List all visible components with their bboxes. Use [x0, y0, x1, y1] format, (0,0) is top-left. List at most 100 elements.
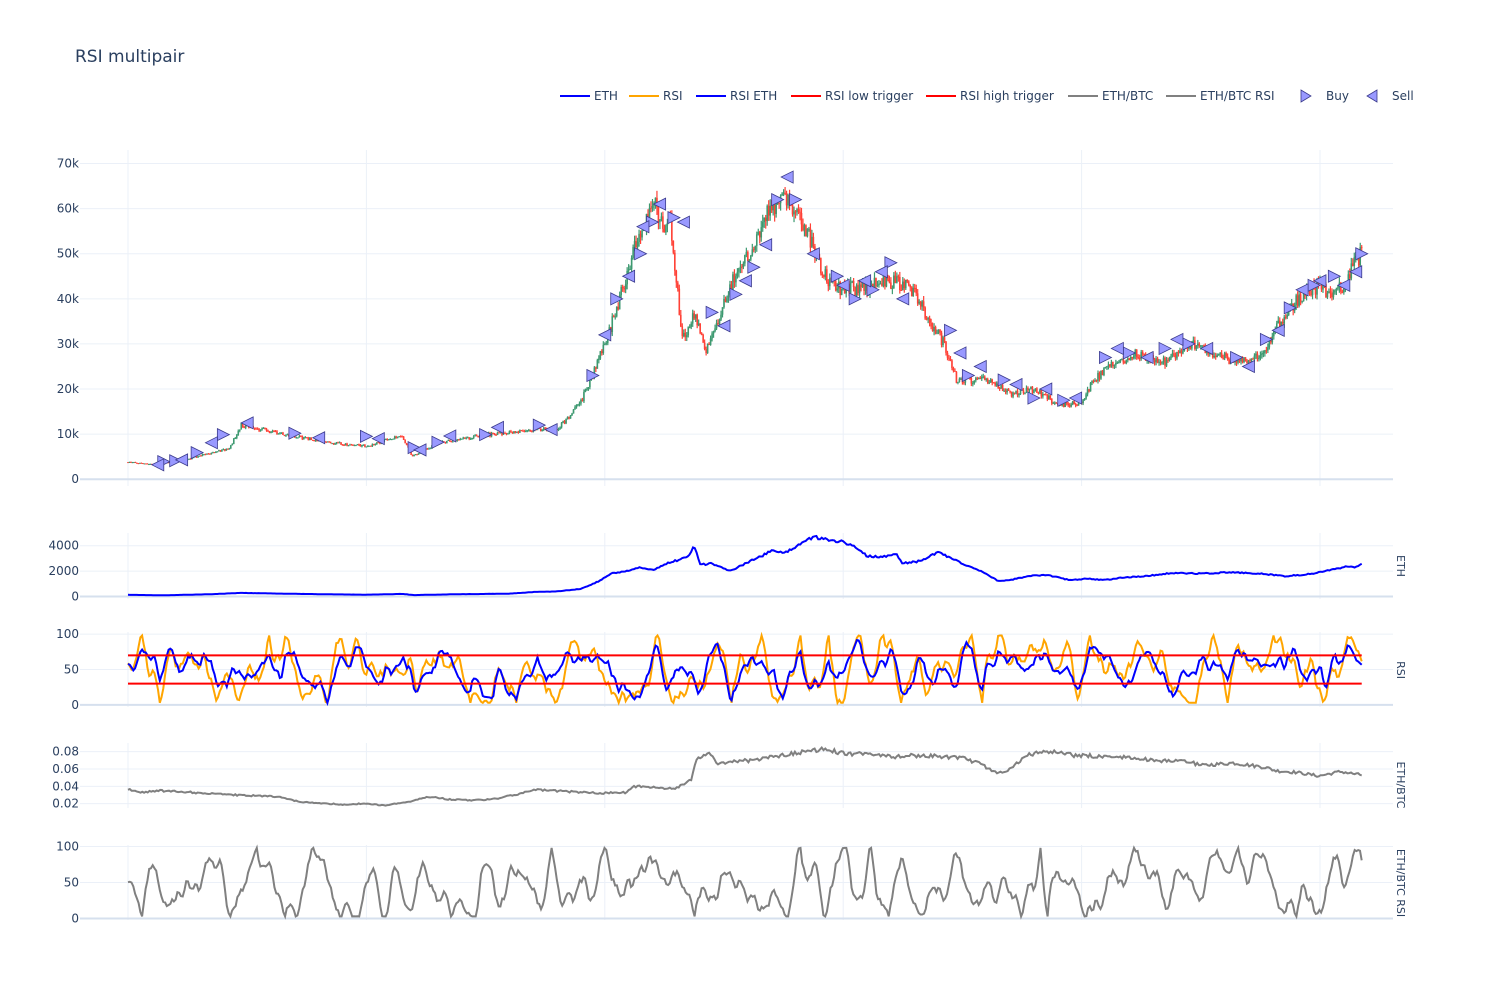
- candle-body: [852, 281, 855, 288]
- candle-body: [884, 275, 886, 287]
- plot-area-price: [127, 170, 1369, 472]
- legend-item-eth-btc-rsi[interactable]: ETH/BTC RSI: [1166, 89, 1275, 103]
- candle-body: [1110, 362, 1113, 367]
- candle-body: [1086, 389, 1089, 395]
- candle-body: [747, 251, 749, 261]
- candle-body: [1213, 356, 1216, 358]
- sell-marker: [857, 274, 872, 288]
- candle-body: [778, 202, 780, 204]
- legend-item-eth[interactable]: ETH: [560, 89, 618, 103]
- legend-item-eth-btc[interactable]: ETH/BTC: [1068, 89, 1153, 103]
- candle-body: [599, 351, 602, 359]
- candle-body: [586, 388, 588, 390]
- candle-body: [268, 431, 271, 433]
- sell-marker: [1295, 283, 1309, 297]
- legend-swatch: [1300, 89, 1312, 103]
- candle-body: [189, 458, 192, 460]
- candle-body: [879, 283, 882, 285]
- candle-body: [890, 282, 892, 289]
- candle-body: [1039, 390, 1041, 393]
- candle-body: [694, 314, 697, 319]
- sell-marker: [780, 170, 794, 184]
- candle-body: [1115, 363, 1117, 365]
- legend-item-rsi[interactable]: RSI: [629, 89, 683, 103]
- candle-body: [896, 276, 898, 283]
- candle-body: [690, 323, 693, 327]
- candle-body: [337, 442, 339, 444]
- legend-item-rsi-high-trigger[interactable]: RSI high trigger: [926, 89, 1054, 103]
- candle-body: [1337, 287, 1339, 289]
- candle-body: [1220, 352, 1223, 358]
- candle-body: [758, 231, 761, 238]
- legend-item-sell[interactable]: Sell: [1366, 89, 1414, 103]
- candle-body: [1259, 355, 1262, 359]
- candle-body: [1182, 350, 1184, 354]
- candle-body: [1195, 345, 1198, 349]
- candle-body: [1107, 364, 1110, 367]
- candle-body: [1343, 288, 1345, 293]
- sell-marker: [1170, 332, 1184, 347]
- candle-body: [793, 211, 795, 215]
- candle-body: [951, 360, 953, 368]
- candle-body: [1176, 352, 1178, 359]
- candle-body: [1098, 372, 1101, 379]
- candle-body: [954, 370, 956, 372]
- legend-item-rsi-eth[interactable]: RSI ETH: [696, 89, 777, 103]
- y-tick-label: 0: [71, 589, 79, 603]
- candle-body: [623, 288, 625, 290]
- sell-marker: [1038, 382, 1053, 396]
- candle-body: [992, 382, 995, 384]
- candle-body: [219, 450, 222, 452]
- buy-marker: [997, 373, 1012, 387]
- candle-body: [899, 276, 901, 291]
- candle-body: [1326, 293, 1329, 298]
- candle-body: [744, 255, 746, 264]
- candle-body: [659, 219, 661, 222]
- candle-body: [820, 258, 822, 274]
- candle-body: [1052, 402, 1055, 404]
- candle-body: [282, 432, 284, 435]
- candle-body: [529, 429, 532, 432]
- candle-body: [1162, 357, 1165, 363]
- legend-item-buy[interactable]: Buy: [1300, 89, 1349, 103]
- candle-body: [910, 287, 913, 297]
- candle-body: [907, 281, 910, 286]
- candle-body: [602, 344, 605, 354]
- candle-body: [836, 288, 839, 291]
- candle-body: [510, 431, 512, 433]
- candle-body: [331, 443, 333, 445]
- candle-body: [398, 436, 400, 438]
- buy-marker: [1230, 350, 1244, 365]
- candle-body: [259, 429, 262, 431]
- candle-body: [1094, 380, 1096, 382]
- candle-body: [399, 436, 402, 438]
- candle-body: [285, 434, 287, 436]
- candle-body: [405, 443, 408, 446]
- candle-body: [811, 236, 813, 248]
- buy-marker: [729, 287, 743, 301]
- legend-item-rsi-low-trigger[interactable]: RSI low trigger: [791, 89, 913, 103]
- y-tick-label: 30k: [57, 337, 79, 351]
- candle-body: [311, 439, 314, 441]
- candle-body: [639, 233, 642, 238]
- candle-body: [1287, 309, 1290, 315]
- buy-marker: [1057, 393, 1071, 407]
- candle-body: [563, 421, 566, 424]
- candle-body: [717, 322, 719, 324]
- candle-body: [674, 252, 676, 271]
- legend[interactable]: ETH RSI RSI ETH RSI low trigger RSI high tri…: [560, 89, 1414, 103]
- candle-body: [887, 275, 889, 280]
- buy-marker: [1327, 269, 1342, 283]
- candle-body: [618, 295, 621, 310]
- candle-body: [1214, 356, 1217, 358]
- candle-body: [986, 378, 989, 384]
- candle-body: [927, 318, 929, 320]
- candle-body: [352, 444, 354, 446]
- candle-body: [627, 269, 630, 271]
- candle-body: [891, 288, 894, 290]
- buy-marker: [216, 427, 231, 442]
- candle-body: [240, 423, 243, 430]
- candle-body: [1201, 345, 1204, 347]
- buy-marker: [961, 368, 976, 383]
